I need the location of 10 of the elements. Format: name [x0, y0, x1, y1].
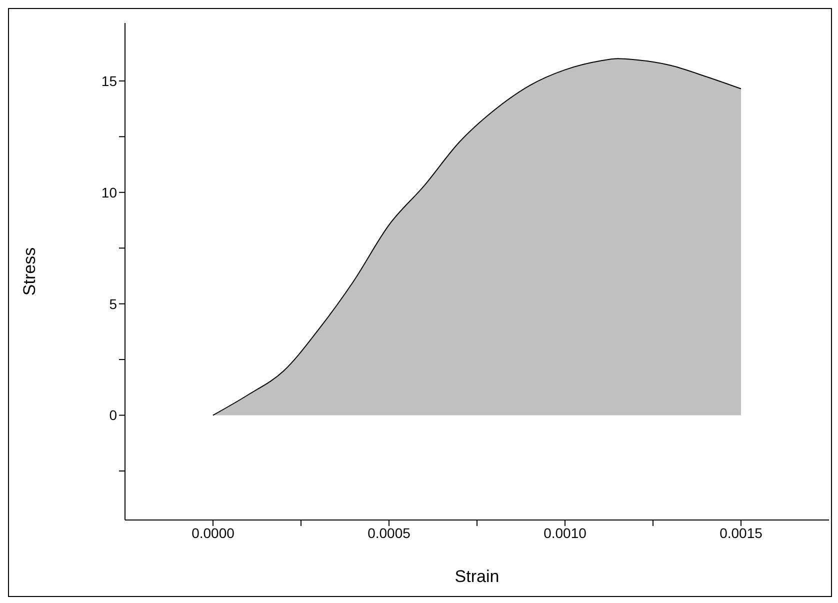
x-tick-label: 0.0005: [368, 524, 411, 541]
x-axis-title: Strain: [454, 567, 500, 586]
y-tick-label: 15: [101, 72, 118, 89]
x-tick-label: 0.0010: [544, 524, 587, 541]
x-tick-label: 0.0000: [192, 524, 235, 541]
x-tick-label: 0.0015: [720, 524, 763, 541]
y-tick-label: 10: [101, 184, 118, 200]
y-tick-label: 5: [109, 296, 118, 312]
y-tick-label: 0: [109, 407, 118, 424]
y-axis-title: Stress: [20, 247, 40, 296]
